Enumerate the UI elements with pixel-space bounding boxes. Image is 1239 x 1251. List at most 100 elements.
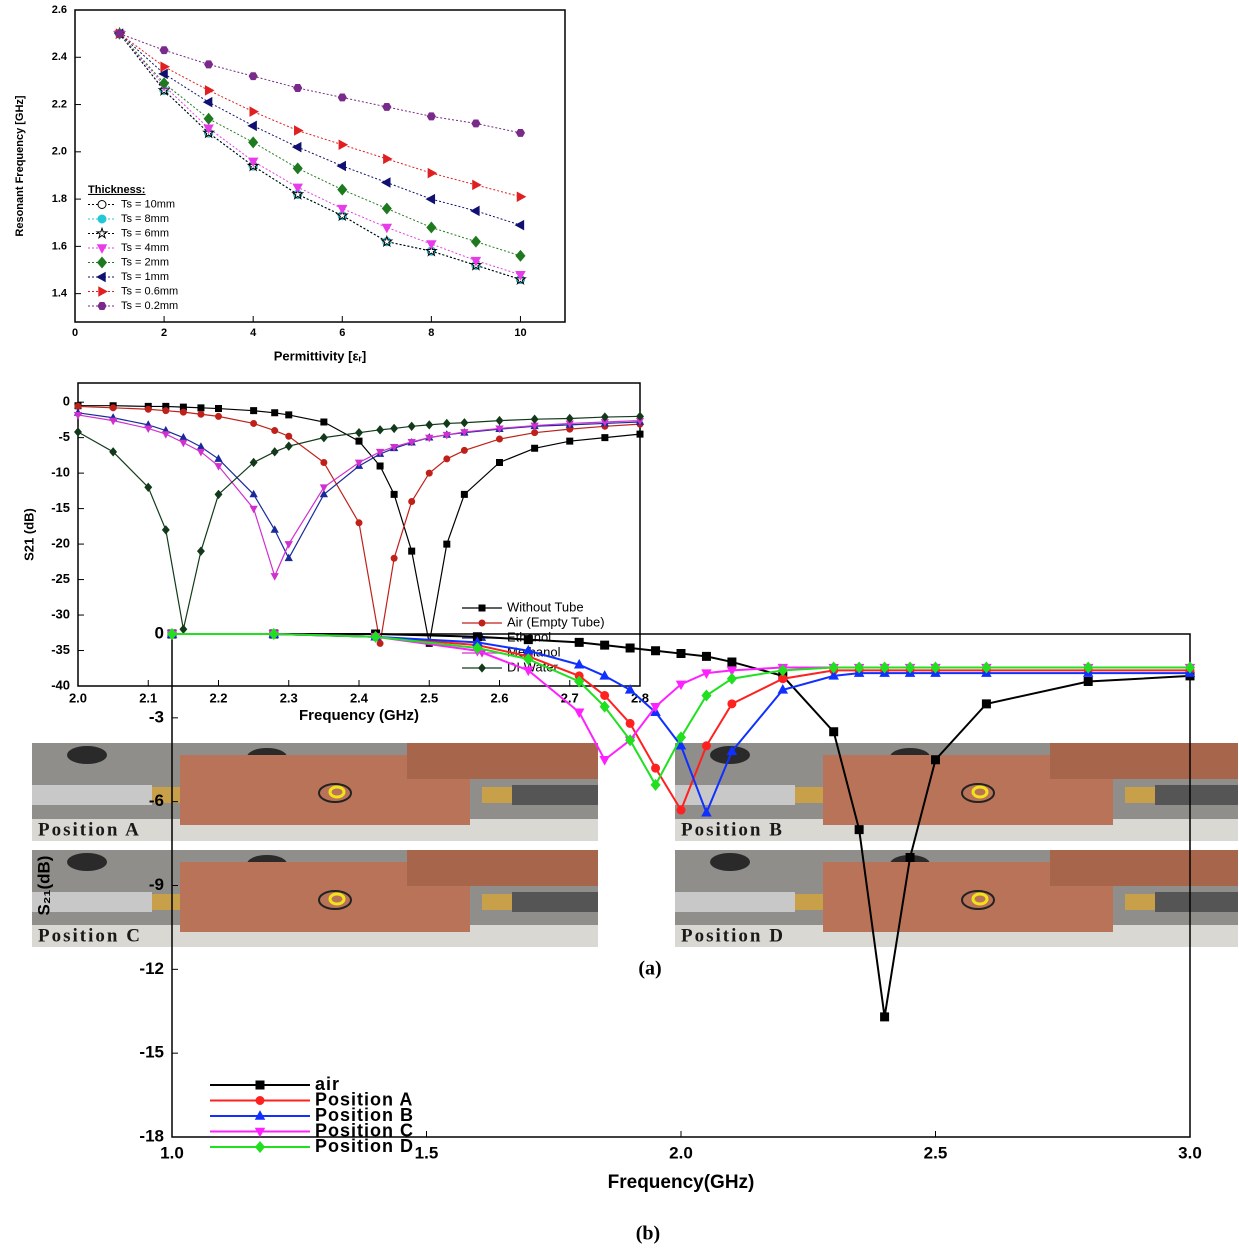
marker — [204, 85, 215, 96]
x-tick-label: 2.3 — [280, 690, 298, 705]
x-tick-label: 2.4 — [350, 690, 369, 705]
marker — [427, 167, 438, 179]
y-tick-label: 1.6 — [52, 240, 67, 252]
marker — [424, 244, 438, 257]
marker — [408, 547, 416, 555]
y-tick-label: -20 — [51, 536, 70, 551]
legend-label: Position B — [315, 1105, 414, 1125]
marker — [829, 727, 839, 737]
x-tick-label: 10 — [514, 327, 526, 339]
marker — [380, 177, 391, 188]
photo-inset — [407, 850, 598, 886]
x-axis-label: Frequency(GHz) — [608, 1172, 755, 1193]
photo-ring — [318, 890, 352, 910]
photo-connector — [1155, 785, 1238, 805]
x-tick-label: 2.1 — [139, 690, 157, 705]
photo-connector — [482, 894, 512, 910]
marker — [380, 234, 394, 248]
marker — [270, 525, 279, 533]
y-tick-label: -35 — [51, 642, 70, 657]
legend-marker — [255, 1080, 265, 1090]
marker — [515, 249, 526, 262]
marker — [426, 221, 437, 234]
marker — [675, 680, 687, 691]
marker — [523, 653, 534, 666]
marker — [291, 187, 305, 200]
marker — [215, 405, 222, 413]
marker — [425, 420, 434, 430]
marker — [214, 463, 223, 471]
marker — [390, 490, 398, 498]
marker — [284, 541, 293, 549]
marker — [389, 443, 399, 452]
legend-marker — [254, 1127, 266, 1138]
marker — [247, 120, 257, 132]
marker — [109, 447, 118, 457]
marker — [144, 425, 153, 434]
marker — [319, 484, 329, 492]
marker — [407, 421, 416, 431]
marker — [159, 77, 170, 90]
photo-inset — [1050, 850, 1238, 886]
marker — [573, 658, 585, 669]
marker — [496, 458, 503, 466]
marker — [726, 745, 738, 756]
marker — [376, 462, 384, 470]
marker — [471, 119, 481, 128]
marker — [179, 439, 188, 448]
x-axis-label: Frequency (GHz) — [299, 707, 419, 724]
marker — [179, 408, 187, 416]
photo-connector — [795, 787, 823, 803]
y-tick-label: -3 — [149, 707, 164, 726]
marker — [320, 458, 328, 466]
marker — [650, 778, 661, 791]
marker — [354, 459, 364, 468]
marker — [381, 223, 393, 234]
marker — [531, 429, 539, 437]
y-tick-label: -40 — [51, 677, 70, 692]
marker — [727, 699, 737, 709]
marker — [981, 699, 991, 709]
x-tick-label: 6 — [339, 327, 345, 339]
marker — [777, 684, 789, 694]
marker — [650, 702, 661, 713]
marker — [981, 661, 992, 674]
y-axis-label: S21 (dB) — [21, 508, 36, 561]
marker — [624, 684, 636, 694]
y-tick-label: -18 — [139, 1126, 164, 1145]
marker — [197, 404, 205, 412]
marker — [202, 96, 213, 108]
series-line — [119, 33, 521, 226]
marker — [566, 437, 574, 445]
marker — [320, 418, 328, 426]
marker — [293, 84, 303, 92]
marker — [355, 427, 363, 438]
marker — [930, 661, 941, 674]
legend-label: Ts = 4mm — [121, 242, 169, 254]
marker — [179, 624, 188, 634]
marker — [675, 739, 687, 750]
marker — [600, 690, 610, 700]
photo-connector — [675, 785, 795, 805]
marker — [292, 162, 303, 175]
marker — [108, 417, 118, 426]
marker — [460, 490, 468, 498]
photo-label: Position D — [681, 925, 785, 946]
marker — [701, 741, 711, 751]
marker — [291, 141, 302, 153]
photo-hole — [67, 746, 107, 764]
y-tick-label: 2.2 — [52, 98, 67, 110]
marker — [701, 669, 712, 679]
legend-marker — [254, 1110, 266, 1120]
marker — [726, 666, 738, 677]
marker — [390, 423, 399, 434]
marker — [337, 204, 348, 215]
marker — [600, 412, 609, 422]
y-tick-label: 2.4 — [52, 51, 68, 63]
marker — [270, 447, 279, 457]
marker — [250, 407, 258, 415]
photo-connector — [152, 894, 180, 910]
legend-title: Thickness: — [88, 184, 145, 196]
marker — [443, 455, 451, 463]
marker — [355, 437, 363, 445]
